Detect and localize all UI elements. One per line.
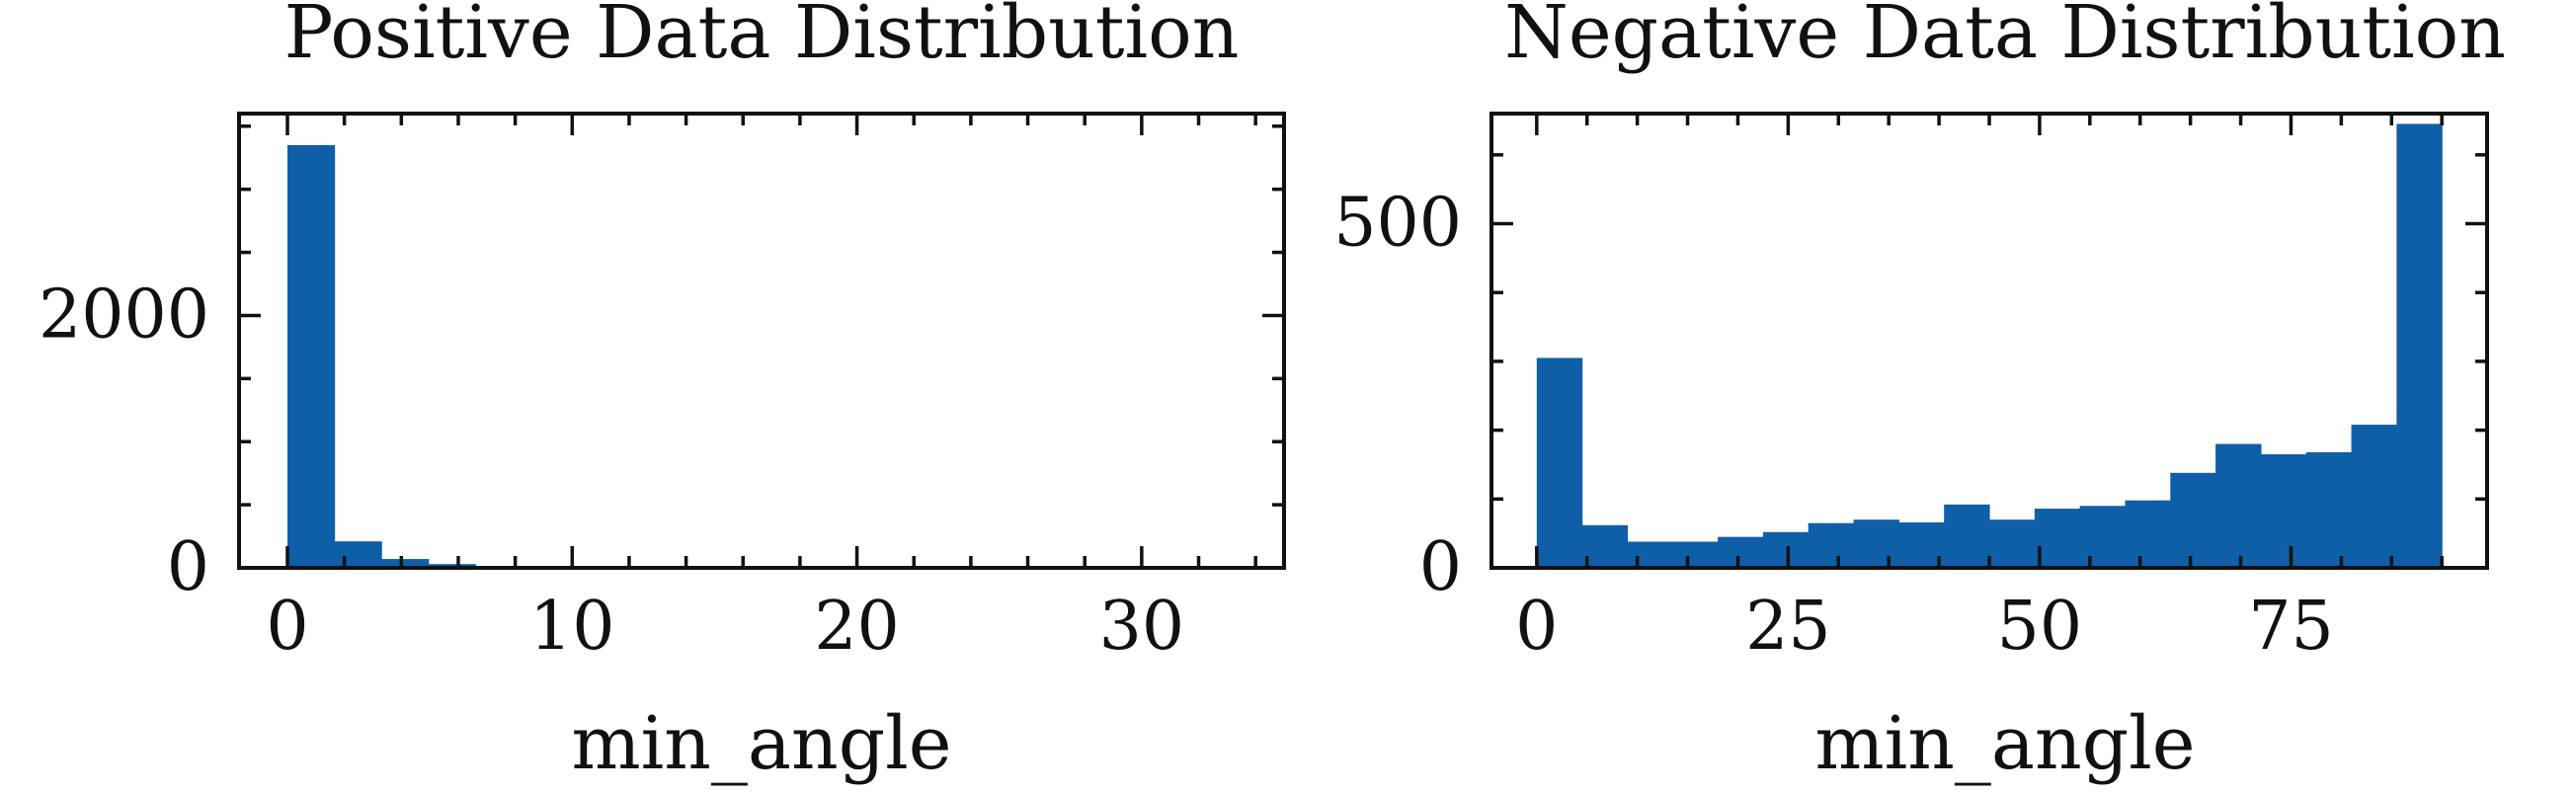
x-tick-label: 25 (1745, 588, 1831, 666)
x-tick-label: 0 (1515, 588, 1558, 666)
histogram-bar (1898, 522, 1945, 568)
histogram-bar (1627, 541, 1673, 568)
plot-frame (1489, 112, 2489, 570)
tick-labels: 0 25 50 75 0 500 (1333, 185, 2334, 666)
x-axis-label: min_angle (571, 701, 951, 786)
histogram-bar (2305, 451, 2353, 568)
histogram-bar (1672, 541, 1719, 568)
axis-ticks (239, 114, 1284, 570)
histogram-bar (1718, 536, 1764, 568)
x-tick-label: 75 (2248, 588, 2334, 666)
x-tick-label: 20 (814, 588, 900, 666)
negative-distribution-chart: Negative Data Distribution 0 25 50 75 0 500 m… (1333, 0, 2506, 786)
histogram-bar (2034, 509, 2081, 568)
histogram-bar (2396, 123, 2443, 569)
x-axis-label: min_angle (1814, 701, 2195, 786)
histogram-bar (1989, 519, 2036, 568)
histogram-bar (2260, 454, 2307, 568)
histogram-bar (1808, 522, 1855, 568)
histogram-bar (381, 559, 430, 568)
x-tick-label: 50 (1997, 588, 2083, 666)
histogram-bar (1536, 357, 1583, 568)
y-tick-label: 500 (1333, 185, 1462, 263)
chart-title: Positive Data Distribution (284, 0, 1240, 75)
y-tick-label: 0 (1419, 528, 1462, 606)
chart-title: Negative Data Distribution (1504, 0, 2506, 75)
tick-labels: 0 10 20 30 0 2000 (39, 276, 1184, 666)
histogram-bar (2079, 506, 2127, 568)
histogram-bar (1581, 524, 1629, 568)
histogram-bars (1536, 123, 2443, 569)
y-tick-label: 2000 (39, 276, 209, 354)
x-tick-label: 0 (266, 588, 308, 666)
x-tick-label: 10 (529, 588, 615, 666)
x-tick-label: 30 (1099, 588, 1185, 666)
histogram-bars (287, 144, 1228, 568)
histogram-bar (334, 541, 382, 568)
histogram-bar (1762, 531, 1810, 568)
histogram-bar (1853, 519, 1899, 568)
positive-distribution-chart: Positive Data Distribution 0 10 20 3002000 … (39, 0, 1286, 786)
plot-frame (237, 112, 1286, 570)
histogram-bar (2215, 443, 2262, 568)
histogram-bar (2170, 472, 2216, 568)
histogram-bar (287, 144, 336, 568)
histogram-bar (1944, 504, 1990, 568)
histogram-bar (2351, 425, 2397, 568)
histogram-bar (2125, 500, 2171, 568)
y-tick-label: 0 (167, 528, 209, 606)
